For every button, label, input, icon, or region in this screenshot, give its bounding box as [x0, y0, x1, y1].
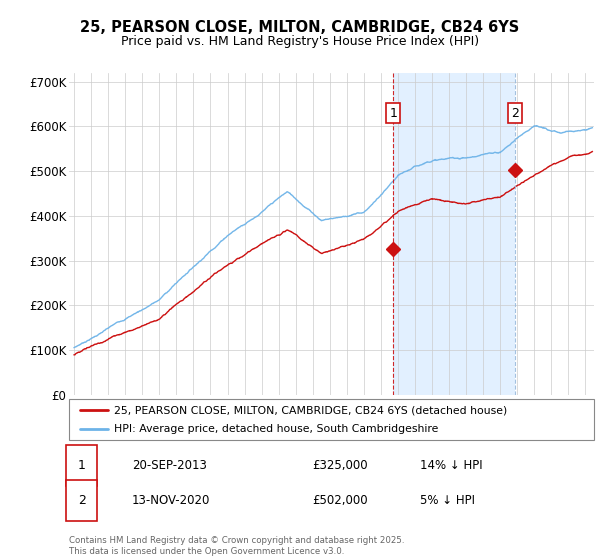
Text: HPI: Average price, detached house, South Cambridgeshire: HPI: Average price, detached house, Sout… [113, 424, 438, 433]
Text: 1: 1 [77, 459, 86, 472]
Text: £502,000: £502,000 [312, 494, 368, 507]
Bar [393, 73, 515, 395]
Text: Price paid vs. HM Land Registry's House Price Index (HPI): Price paid vs. HM Land Registry's House … [121, 35, 479, 48]
Text: 20-SEP-2013: 20-SEP-2013 [132, 459, 207, 472]
Text: 5% ↓ HPI: 5% ↓ HPI [420, 494, 475, 507]
Text: £325,000: £325,000 [312, 459, 368, 472]
Text: Contains HM Land Registry data © Crown copyright and database right 2025.
This d: Contains HM Land Registry data © Crown c… [69, 536, 404, 556]
Text: 14% ↓ HPI: 14% ↓ HPI [420, 459, 482, 472]
Text: 2: 2 [511, 106, 519, 119]
Text: 25, PEARSON CLOSE, MILTON, CAMBRIDGE, CB24 6YS (detached house): 25, PEARSON CLOSE, MILTON, CAMBRIDGE, CB… [113, 405, 507, 415]
Text: 25, PEARSON CLOSE, MILTON, CAMBRIDGE, CB24 6YS: 25, PEARSON CLOSE, MILTON, CAMBRIDGE, CB… [80, 20, 520, 35]
Text: 2: 2 [77, 494, 86, 507]
Text: 1: 1 [389, 106, 397, 119]
Text: 13-NOV-2020: 13-NOV-2020 [132, 494, 211, 507]
